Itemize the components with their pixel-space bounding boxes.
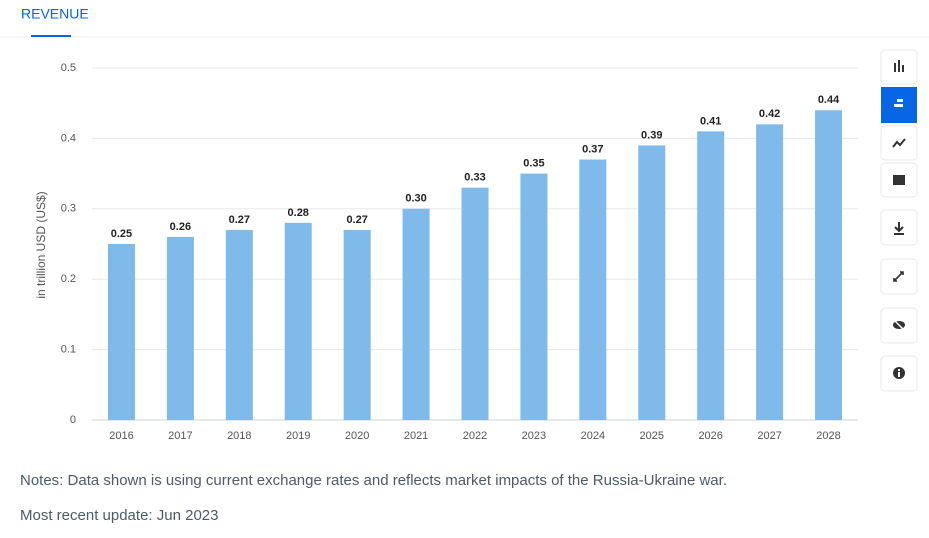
x-tick-label: 2026 <box>698 430 722 442</box>
x-tick-label: 2023 <box>522 430 546 442</box>
y-tick-label: 0.5 <box>61 62 76 74</box>
bar <box>284 222 312 420</box>
notes: Notes: Data shown is using current excha… <box>20 472 727 489</box>
value-label: 0.37 <box>582 143 603 155</box>
value-label: 0.44 <box>818 94 840 106</box>
bar <box>166 236 194 420</box>
y-tick-label: 0.4 <box>61 132 76 144</box>
bar <box>107 244 135 420</box>
value-label: 0.28 <box>288 207 309 219</box>
update: Most recent update: Jun 2023 <box>20 507 218 524</box>
x-tick-label: 2028 <box>816 430 840 442</box>
x-tick-label: 2017 <box>168 430 192 442</box>
x-tick-label: 2020 <box>345 430 369 442</box>
chart: 0 0.1 0.2 0.3 0.4 0.5 2016 0.25 2017 0.26 2018 0.27… <box>61 62 858 442</box>
value-label: 0.27 <box>346 214 367 226</box>
bar <box>697 131 725 421</box>
bar <box>225 229 253 420</box>
x-tick-label: 2022 <box>463 430 487 442</box>
icon <box>894 222 904 235</box>
toolbar <box>880 49 918 392</box>
x-tick-label: 2024 <box>581 430 605 442</box>
tab-title[interactable]: REVENUE <box>21 6 89 22</box>
icon <box>893 271 904 282</box>
value-label: 0.33 <box>464 172 485 184</box>
value-label: 0.41 <box>700 115 721 127</box>
bar <box>461 187 489 420</box>
icon <box>898 369 900 371</box>
y-tick-label: 0.2 <box>61 273 76 285</box>
icon <box>902 65 904 72</box>
value-label: 0.30 <box>405 193 426 205</box>
bar <box>815 110 843 421</box>
y-axis-label: in trillion USD (US$) <box>34 191 48 298</box>
value-label: 0.26 <box>170 221 191 233</box>
bar <box>520 173 548 420</box>
x-tick-label: 2016 <box>109 430 133 442</box>
icon <box>898 60 900 72</box>
tab-underline <box>31 35 71 37</box>
value-label: 0.35 <box>523 158 544 170</box>
bar <box>638 145 666 420</box>
icon <box>893 175 905 185</box>
y-tick-label: 0.3 <box>61 203 76 215</box>
x-tick-label: 2019 <box>286 430 310 442</box>
x-tick-label: 2025 <box>640 430 664 442</box>
bar <box>756 124 784 420</box>
y-tick-label: 0 <box>70 414 76 426</box>
bar <box>579 159 607 420</box>
icon <box>894 63 896 72</box>
x-tick-label: 2021 <box>404 430 428 442</box>
value-label: 0.42 <box>759 108 780 120</box>
icon <box>893 319 906 332</box>
icon <box>892 138 906 148</box>
x-tick-label: 2027 <box>757 430 781 442</box>
value-label: 0.25 <box>111 228 132 240</box>
value-label: 0.27 <box>229 214 250 226</box>
y-tick-label: 0.1 <box>61 344 76 356</box>
icon <box>898 372 900 377</box>
value-label: 0.39 <box>641 129 662 141</box>
bar <box>343 229 371 420</box>
icon <box>897 99 903 102</box>
bar <box>402 208 430 420</box>
x-tick-label: 2018 <box>227 430 251 442</box>
icon <box>894 104 903 107</box>
